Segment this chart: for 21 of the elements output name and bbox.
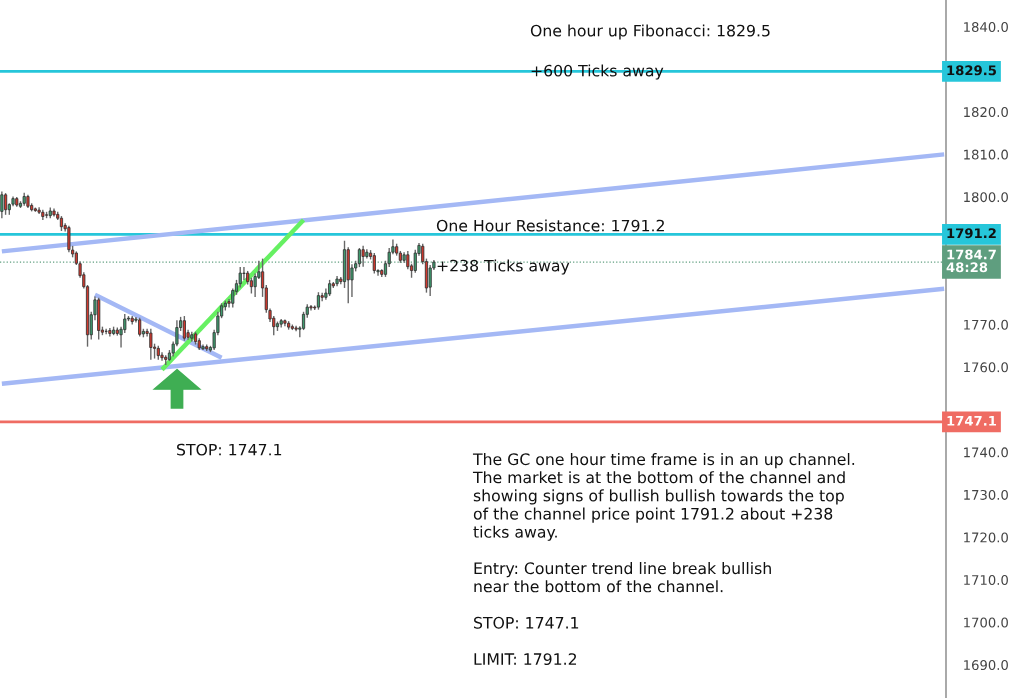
y-tick-label: 1710.0 bbox=[964, 574, 1008, 585]
y-tick-label: 1720.0 bbox=[964, 532, 1008, 543]
y-tick-label: 1740.0 bbox=[964, 447, 1008, 458]
ref-line-label: 1747.1 bbox=[947, 415, 997, 426]
annotation: STOP: 1747.1 bbox=[177, 443, 282, 456]
ref-line-label: 1829.5 bbox=[947, 65, 996, 76]
y-tick-label: 1810.0 bbox=[964, 149, 1008, 160]
y-tick-label: 1760.0 bbox=[964, 362, 1008, 373]
y-tick-label: 1690.0 bbox=[964, 660, 1008, 671]
y-tick-label: 1700.0 bbox=[964, 617, 1008, 628]
y-tick-label: 1840.0 bbox=[964, 22, 1008, 32]
ref-line-label: 1791.2 bbox=[947, 228, 996, 239]
y-tick-label: 1770.0 bbox=[964, 319, 1008, 330]
annotation: +238 Ticks away bbox=[437, 259, 570, 275]
text: The GC one hour time frame is in an up channel. The market is at the bottom of the channel and showing signs of bullish bullish towards the top of the channel price point 1791.2 about +238 ticks away. Entry: Counter trend line break bullish near the bottom of the channel. STOP: 1747.1 LIMIT: 1791.2 bbox=[472, 453, 855, 666]
annotation: One Hour Resistance: 1791.2 bbox=[436, 219, 664, 232]
y-tick-label: 1730.0 bbox=[964, 489, 1008, 500]
y-tick-label: 1820.0 bbox=[964, 107, 1008, 118]
y-tick-label: 1800.0 bbox=[964, 192, 1008, 203]
ref-line-label: 1784.7 48:28 bbox=[946, 249, 996, 273]
annotation: One hour up Fibonacci: 1829.5 bbox=[530, 24, 770, 40]
